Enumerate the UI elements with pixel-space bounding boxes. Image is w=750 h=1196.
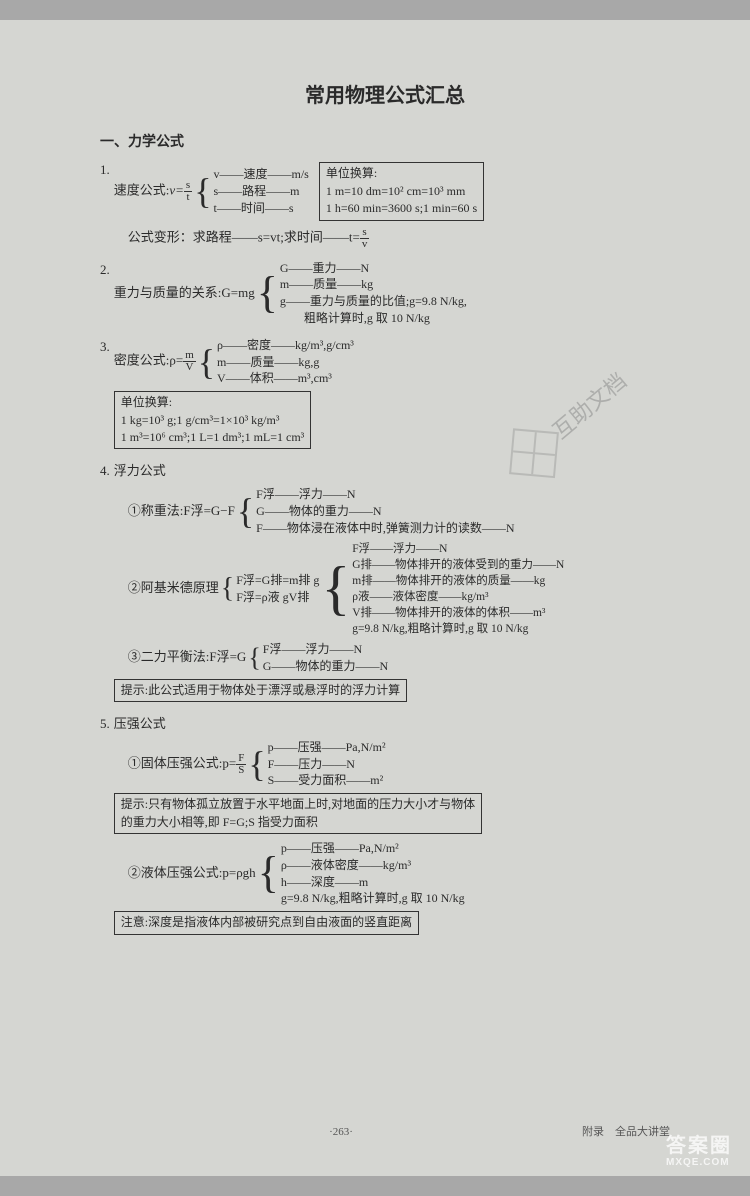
definitions: v——速度——m/s s——路程——m t——时间——s	[213, 166, 308, 216]
tip-box: 提示:此公式适用于物体处于漂浮或悬浮时的浮力计算	[114, 679, 407, 702]
formula-item-5: 5. 压强公式 ①固体压强公式:p=FS { p——压强——Pa,N/m² F—…	[100, 714, 670, 937]
left-brace-icon: {	[248, 748, 265, 780]
tip-box: 提示:只有物体孤立放置于水平地面上时,对地面的压力大小才与物体 的重力大小相等,…	[114, 793, 482, 834]
sub-item-5a: ①固体压强公式:p=FS { p——压强——Pa,N/m² F——压力——N S…	[128, 739, 670, 789]
page-footer: ·263· 附录 全品大讲堂	[100, 1124, 670, 1142]
item-number: 4.	[100, 461, 110, 482]
left-brace-icon: {	[194, 175, 211, 207]
unit-conversion-box: 单位换算: 1 kg=10³ g;1 g/cm³=1×10³ kg/m³ 1 m…	[114, 391, 312, 449]
sub-item-5b: ②液体压强公式:p=ρgh { p——压强——Pa,N/m² ρ——液体密度——…	[128, 840, 670, 907]
left-brace-icon: {	[248, 646, 260, 669]
item-number: 1.	[100, 160, 110, 181]
formula-item-1: 1. 速度公式:v=st { v——速度——m/s s——路程——m t——时间…	[100, 160, 670, 249]
item-number: 5.	[100, 714, 110, 735]
item-label: 压强公式	[114, 714, 670, 735]
formula-item-3: 3. 密度公式:ρ=mV { ρ——密度——kg/m³,g/cm³ m——质量—…	[100, 337, 670, 452]
left-brace-icon: {	[258, 854, 279, 893]
note-box: 注意:深度是指液体内部被研究点到自由液面的竖直距离	[114, 911, 419, 934]
item-label: 速度公式:v=st	[114, 180, 192, 203]
formula-derivation: 公式变形：求路程——s=vt;求时间——t=sv	[128, 227, 670, 250]
item-label: 密度公式:ρ=mV	[114, 350, 196, 373]
formula-item-2: 2. 重力与质量的关系:G=mg { G——重力——N m——质量——kg g—…	[100, 260, 670, 327]
item-number: 3.	[100, 337, 110, 358]
left-brace-icon: {	[321, 563, 350, 614]
unit-conversion-box: 单位换算: 1 m=10 dm=10² cm=10³ mm 1 h=60 min…	[319, 162, 484, 220]
item-number: 2.	[100, 260, 110, 281]
sub-item-4c: ③二力平衡法:F浮=G { F浮——浮力——N G——物体的重力——N	[128, 641, 670, 675]
left-brace-icon: {	[237, 495, 254, 527]
left-brace-icon: {	[198, 346, 215, 378]
definitions: G——重力——N m——质量——kg g——重力与质量的比值;g=9.8 N/k…	[280, 260, 467, 327]
item-label: 重力与质量的关系:G=mg	[114, 283, 255, 304]
formula-item-4: 4. 浮力公式 ①称重法:F浮=G−F { F浮——浮力——N G——物体的重力…	[100, 461, 670, 704]
left-brace-icon: {	[221, 576, 234, 601]
document-page: 常用物理公式汇总 一、力学公式 1. 速度公式:v=st { v——速度——m/…	[0, 20, 750, 1176]
left-brace-icon: {	[257, 274, 278, 313]
footer-right-text: 附录 全品大讲堂	[582, 1124, 670, 1142]
page-title: 常用物理公式汇总	[100, 80, 670, 112]
corner-watermark: 答案圈 MXQE.COM	[666, 1135, 732, 1168]
section-heading: 一、力学公式	[100, 130, 670, 152]
sub-item-4a: ①称重法:F浮=G−F { F浮——浮力——N G——物体的重力——N F——物…	[128, 486, 670, 536]
definitions: ρ——密度——kg/m³,g/cm³ m——质量——kg,g V——体积——m³…	[217, 337, 354, 387]
page-number: ·263·	[329, 1124, 353, 1142]
sub-item-4b: ②阿基米德原理 { F浮=G排=m排 g F浮=ρ液 gV排 { F浮——浮力—…	[128, 541, 670, 638]
item-label: 浮力公式	[114, 461, 670, 482]
